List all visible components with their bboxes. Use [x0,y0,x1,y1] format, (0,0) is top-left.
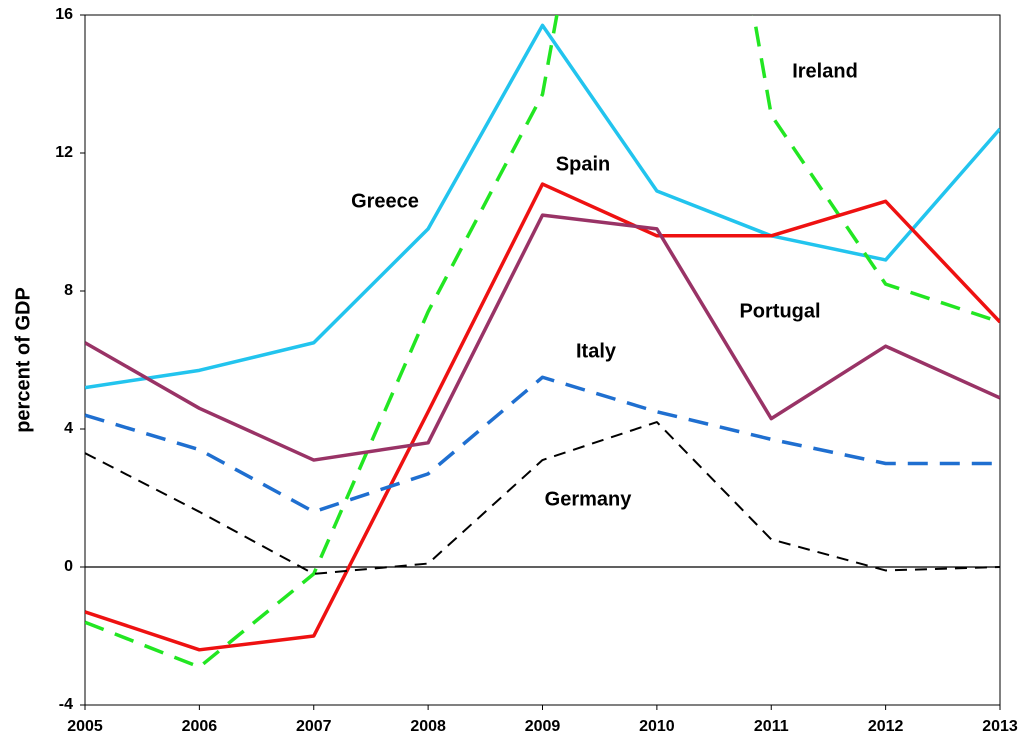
series-label: Spain [556,153,610,175]
x-tick-label: 2006 [182,718,218,735]
x-tick-label: 2008 [410,718,446,735]
lines [85,15,1000,669]
series-line [85,182,1000,652]
y-tick-label: 16 [55,6,73,23]
x-tick-label: 2010 [639,718,675,735]
y-tick-label: 4 [64,420,73,437]
x-tick-label: 2009 [525,718,561,735]
series-line [85,213,1000,462]
series-label: Italy [576,340,617,362]
series-line [85,15,1000,669]
y-tick-label: 0 [64,558,73,575]
x-tick-label: 2012 [868,718,904,735]
y-tick-label: 12 [55,144,73,161]
series-label: Portugal [739,300,820,322]
series-line [85,375,1000,514]
y-tick-label: -4 [59,696,73,713]
x-tick-label: 2005 [67,718,103,735]
series-line [85,23,1000,390]
series-line [85,421,1000,575]
x-tick-label: 2011 [754,718,789,735]
series-label: Ireland [792,60,858,82]
series-label: Greece [351,190,419,212]
y-tick-label: 8 [64,282,73,299]
x-tick-label: 2007 [296,718,332,735]
series-label: Germany [545,488,633,510]
x-tick-label: 2013 [982,718,1018,735]
y-axis-label: percent of GDP [12,287,34,433]
